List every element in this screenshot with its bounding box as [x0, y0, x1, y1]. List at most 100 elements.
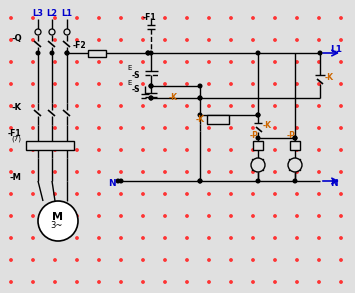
Circle shape [120, 281, 122, 283]
Circle shape [186, 83, 188, 85]
Circle shape [340, 215, 342, 217]
Circle shape [208, 39, 210, 41]
Circle shape [274, 105, 276, 107]
Circle shape [142, 149, 144, 151]
Circle shape [252, 149, 254, 151]
Circle shape [208, 127, 210, 129]
Bar [253, 141, 263, 150]
Circle shape [256, 179, 260, 183]
Circle shape [186, 259, 188, 261]
Circle shape [318, 39, 320, 41]
Circle shape [198, 113, 202, 117]
Circle shape [76, 61, 78, 63]
Bar [207, 115, 229, 124]
Circle shape [120, 17, 122, 19]
Circle shape [208, 149, 210, 151]
Circle shape [120, 39, 122, 41]
Circle shape [164, 281, 166, 283]
Circle shape [54, 105, 56, 107]
Circle shape [252, 39, 254, 41]
Text: -P: -P [287, 130, 296, 139]
Circle shape [65, 51, 69, 55]
Text: -M: -M [10, 173, 22, 181]
Circle shape [274, 17, 276, 19]
Circle shape [98, 149, 100, 151]
Circle shape [256, 113, 260, 117]
Circle shape [340, 17, 342, 19]
Circle shape [142, 127, 144, 129]
Circle shape [296, 193, 298, 195]
Circle shape [252, 281, 254, 283]
Circle shape [340, 127, 342, 129]
Circle shape [274, 237, 276, 239]
Text: L1: L1 [330, 45, 342, 54]
Text: -K: -K [12, 103, 22, 113]
Circle shape [230, 105, 232, 107]
Circle shape [164, 39, 166, 41]
Circle shape [32, 61, 34, 63]
Circle shape [10, 171, 12, 173]
Circle shape [164, 237, 166, 239]
Circle shape [296, 281, 298, 283]
Circle shape [186, 281, 188, 283]
Circle shape [318, 281, 320, 283]
Circle shape [230, 237, 232, 239]
Bar [290, 141, 300, 150]
Text: (7): (7) [11, 136, 21, 142]
Circle shape [296, 215, 298, 217]
Circle shape [116, 179, 120, 183]
Circle shape [186, 193, 188, 195]
Circle shape [318, 193, 320, 195]
Circle shape [164, 259, 166, 261]
Circle shape [98, 39, 100, 41]
Circle shape [340, 281, 342, 283]
Circle shape [76, 215, 78, 217]
Circle shape [274, 39, 276, 41]
Bar [26, 141, 74, 150]
Circle shape [318, 105, 320, 107]
Circle shape [54, 17, 56, 19]
Circle shape [76, 39, 78, 41]
Circle shape [274, 215, 276, 217]
Circle shape [142, 215, 144, 217]
Circle shape [54, 171, 56, 173]
Circle shape [32, 281, 34, 283]
Circle shape [293, 136, 297, 140]
Circle shape [76, 149, 78, 151]
Circle shape [164, 171, 166, 173]
Circle shape [149, 84, 153, 88]
Circle shape [318, 127, 320, 129]
Circle shape [98, 171, 100, 173]
Circle shape [164, 105, 166, 107]
Circle shape [164, 61, 166, 63]
Circle shape [198, 84, 202, 88]
Circle shape [296, 149, 298, 151]
Circle shape [256, 51, 260, 55]
Circle shape [186, 215, 188, 217]
Circle shape [198, 96, 202, 100]
Circle shape [256, 136, 260, 140]
Circle shape [164, 17, 166, 19]
Circle shape [120, 61, 122, 63]
Circle shape [54, 281, 56, 283]
Circle shape [149, 51, 153, 55]
Circle shape [38, 201, 78, 241]
Circle shape [120, 215, 122, 217]
Circle shape [340, 237, 342, 239]
Circle shape [10, 215, 12, 217]
Circle shape [186, 39, 188, 41]
Circle shape [208, 215, 210, 217]
Circle shape [230, 17, 232, 19]
Circle shape [32, 17, 34, 19]
Circle shape [142, 61, 144, 63]
Text: -K: -K [263, 120, 272, 130]
Circle shape [10, 61, 12, 63]
Circle shape [230, 215, 232, 217]
Circle shape [98, 105, 100, 107]
Circle shape [32, 259, 34, 261]
Circle shape [274, 149, 276, 151]
Circle shape [198, 179, 202, 183]
Circle shape [142, 237, 144, 239]
Circle shape [274, 259, 276, 261]
Circle shape [119, 179, 123, 183]
